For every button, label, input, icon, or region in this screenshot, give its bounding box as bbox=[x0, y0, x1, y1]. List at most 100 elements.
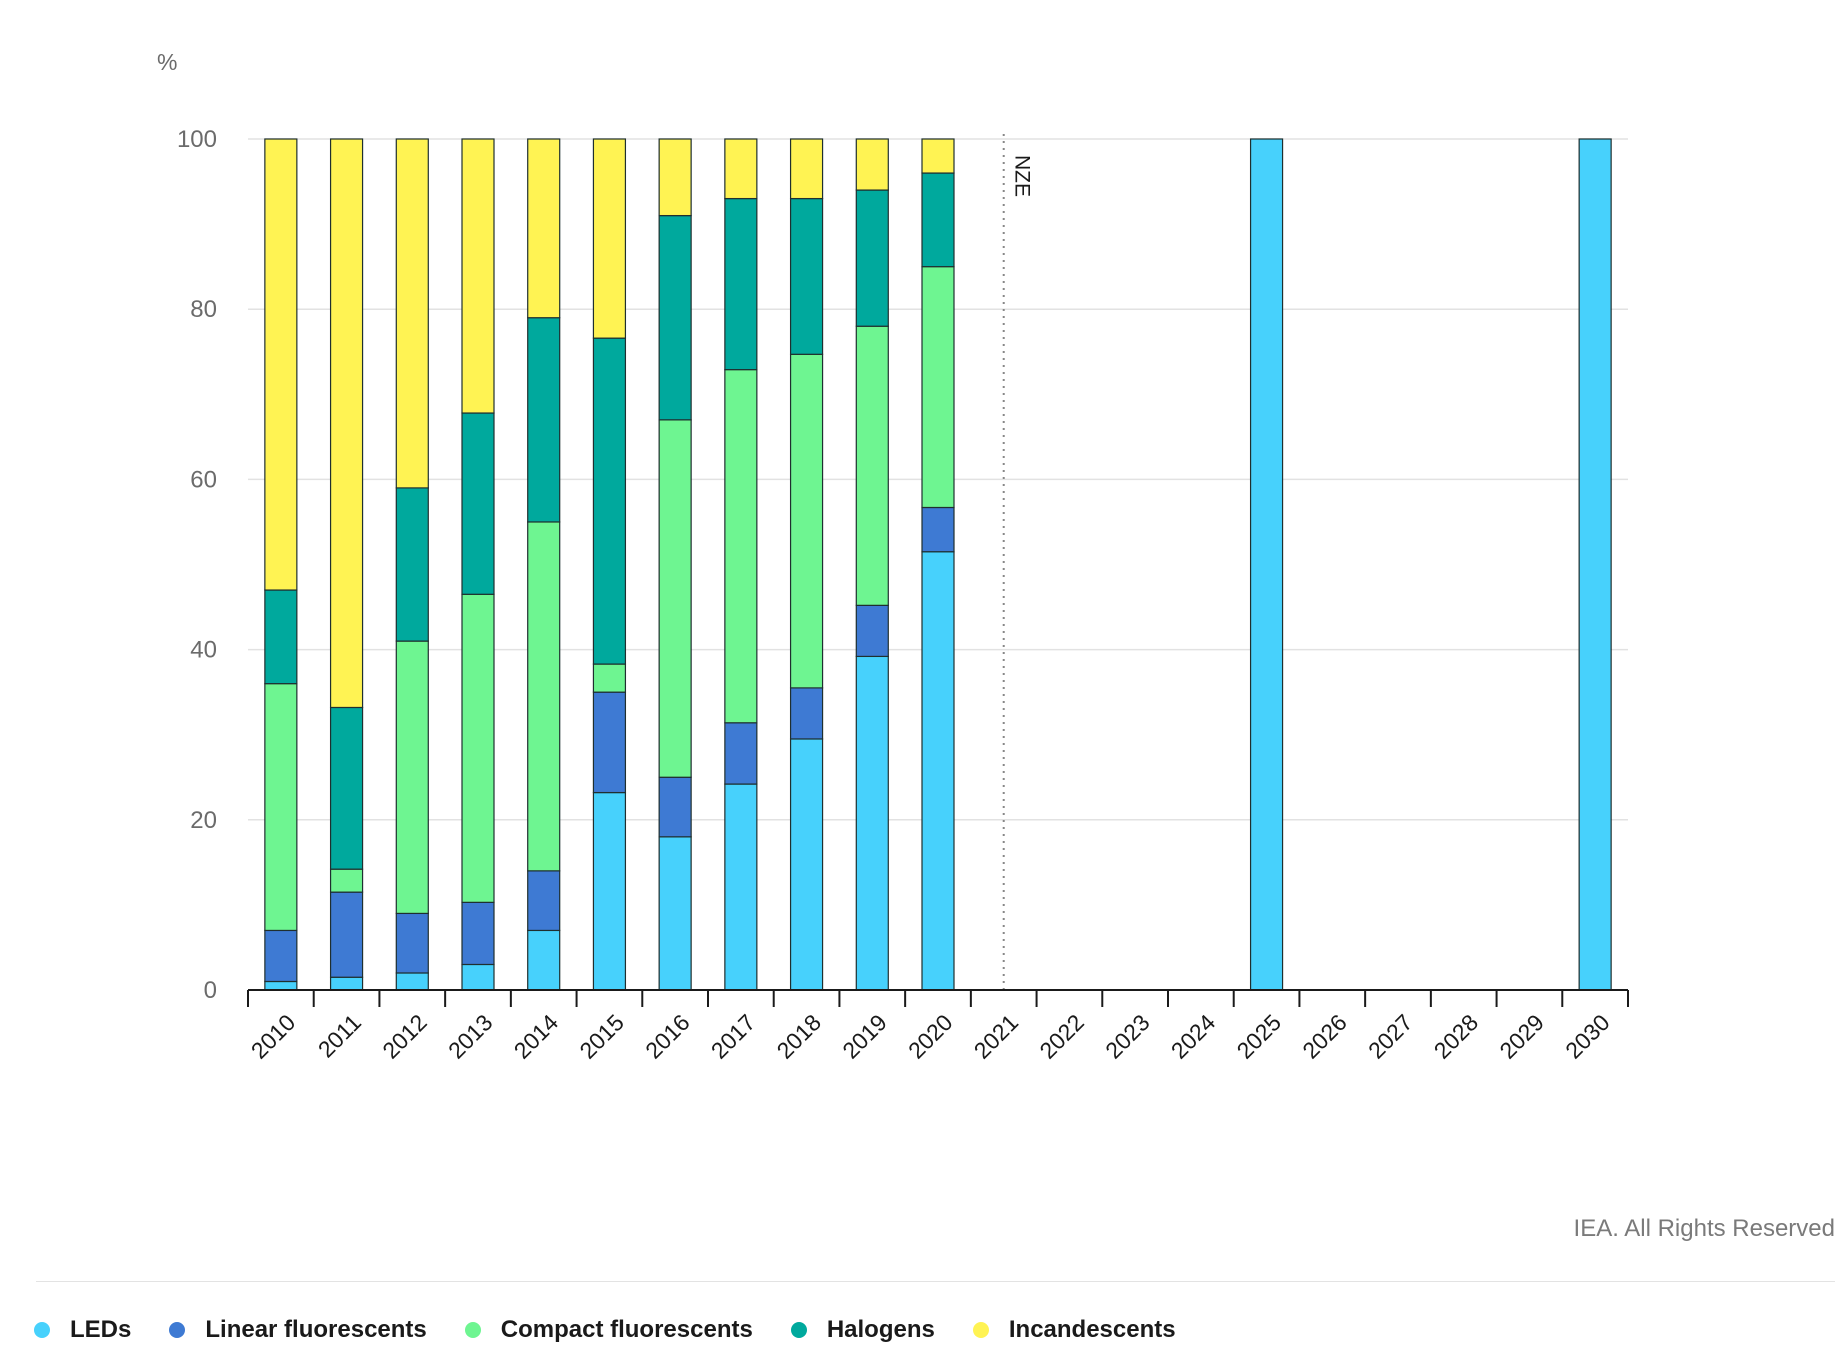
legend-label: Linear fluorescents bbox=[205, 1316, 427, 1343]
x-tick-label: 2011 bbox=[313, 1009, 366, 1062]
y-tick-label: 0 bbox=[204, 977, 217, 1004]
legend-swatch bbox=[464, 1322, 481, 1338]
legend-item[interactable]: LEDs bbox=[34, 1316, 131, 1344]
bar-segment bbox=[329, 976, 364, 991]
x-tick-label: 2023 bbox=[1100, 1009, 1155, 1064]
bar-segment bbox=[461, 963, 495, 991]
bar-segment bbox=[724, 722, 758, 785]
bar-segment bbox=[592, 791, 627, 991]
bar-segment bbox=[855, 138, 889, 191]
y-tick-label: 100 bbox=[177, 126, 217, 153]
legend-swatch bbox=[972, 1322, 989, 1338]
bar-segment bbox=[461, 901, 495, 966]
x-tick-label: 2014 bbox=[509, 1009, 564, 1064]
credit-text: IEA. All Rights Reserved bbox=[1573, 1215, 1835, 1242]
legend-label: LEDs bbox=[70, 1316, 132, 1343]
bar-segment bbox=[329, 138, 364, 709]
bar-segment bbox=[658, 836, 692, 991]
legend-label: Compact fluorescents bbox=[500, 1316, 753, 1343]
bar-segment bbox=[658, 214, 692, 421]
x-tick-label: 2026 bbox=[1297, 1009, 1352, 1064]
bar-segment bbox=[461, 412, 495, 595]
annotations: NZE bbox=[1002, 134, 1034, 990]
bar-segment bbox=[789, 687, 824, 740]
bar-segment bbox=[264, 980, 298, 991]
bars bbox=[264, 138, 1612, 991]
y-tick-label: 40 bbox=[190, 637, 217, 664]
legend-swatch bbox=[169, 1322, 186, 1338]
x-tick-label: 2020 bbox=[903, 1009, 958, 1064]
bar-segment bbox=[855, 655, 889, 991]
bar-segment bbox=[527, 317, 561, 523]
bar-segment bbox=[264, 683, 298, 932]
bar-segment bbox=[527, 929, 561, 991]
x-tick-label: 2021 bbox=[969, 1009, 1024, 1064]
legend-swatch bbox=[790, 1322, 807, 1338]
y-tick-label: 60 bbox=[190, 466, 217, 493]
bar-segment bbox=[855, 189, 889, 327]
bar-segment bbox=[855, 604, 889, 658]
bar-segment bbox=[395, 640, 429, 915]
legend-swatch bbox=[34, 1322, 50, 1338]
bar-segment bbox=[789, 197, 824, 355]
legend-item[interactable]: Compact fluorescents bbox=[464, 1316, 753, 1344]
x-tick-label: 2010 bbox=[246, 1009, 301, 1064]
bar-segment bbox=[395, 487, 429, 642]
x-tick-label: 2029 bbox=[1494, 1009, 1549, 1064]
bar-segment bbox=[592, 691, 627, 794]
bar-segment bbox=[724, 138, 758, 200]
y-tick-label: 80 bbox=[190, 296, 217, 323]
bar-segment bbox=[921, 551, 955, 991]
bar-segment bbox=[724, 369, 758, 724]
x-tick-label: 2018 bbox=[772, 1009, 827, 1064]
bar-segment bbox=[264, 929, 298, 983]
x-tick-label: 2025 bbox=[1232, 1009, 1287, 1064]
x-tick-label: 2022 bbox=[1034, 1009, 1089, 1064]
x-tick-label: 2027 bbox=[1363, 1009, 1418, 1064]
bar-segment bbox=[395, 912, 429, 974]
legend-divider bbox=[36, 1281, 1835, 1282]
x-tick-label: 2013 bbox=[443, 1009, 498, 1064]
legend: LEDs Linear fluorescents Compact fluoresce… bbox=[34, 1312, 1214, 1348]
bar-segment bbox=[658, 138, 692, 217]
bar-segment bbox=[1249, 138, 1284, 991]
x-axis-labels: 2010 2011 2012 2013 2014 2015 2016 2017 2018 2019… bbox=[246, 1009, 1615, 1064]
x-tick-label: 2030 bbox=[1560, 1009, 1615, 1064]
bar-segment bbox=[658, 419, 692, 778]
legend-item[interactable]: Incandescents bbox=[972, 1316, 1176, 1344]
bar-segment bbox=[264, 589, 298, 685]
x-tick-label: 2028 bbox=[1429, 1009, 1484, 1064]
bar-segment bbox=[592, 663, 627, 693]
bar-segment bbox=[592, 138, 627, 339]
x-tick-label: 2019 bbox=[837, 1009, 892, 1064]
y-unit-label: % bbox=[157, 49, 177, 75]
bar-segment bbox=[658, 776, 692, 838]
bar-segment bbox=[592, 337, 627, 665]
annotation-label: NZE bbox=[1011, 155, 1034, 197]
bar-segment bbox=[789, 738, 824, 991]
x-tick-label: 2016 bbox=[640, 1009, 695, 1064]
x-tick-label: 2015 bbox=[574, 1009, 629, 1064]
y-tick-label: 20 bbox=[190, 807, 217, 834]
bar-segment bbox=[527, 521, 561, 872]
bar-segment bbox=[527, 138, 561, 319]
bar-segment bbox=[395, 972, 429, 991]
bar-segment bbox=[789, 138, 824, 200]
legend-item[interactable]: Halogens bbox=[790, 1316, 935, 1344]
legend-item[interactable]: Linear fluorescents bbox=[169, 1316, 427, 1344]
bar-segment bbox=[789, 353, 824, 689]
x-tick-label: 2012 bbox=[377, 1009, 432, 1064]
bar-segment bbox=[1578, 138, 1612, 991]
bar-segment bbox=[264, 138, 298, 591]
bar-segment bbox=[921, 506, 955, 553]
y-axis-ticks: 0 20 40 60 80 100 bbox=[177, 126, 217, 1004]
x-axis bbox=[247, 989, 1629, 1007]
bar-segment bbox=[855, 325, 889, 606]
bar-segment bbox=[724, 197, 758, 371]
x-tick-label: 2017 bbox=[706, 1009, 761, 1064]
x-tick-label: 2024 bbox=[1166, 1009, 1221, 1064]
bar-segment bbox=[527, 870, 561, 932]
bar-segment bbox=[921, 266, 955, 509]
bar-segment bbox=[329, 868, 364, 893]
